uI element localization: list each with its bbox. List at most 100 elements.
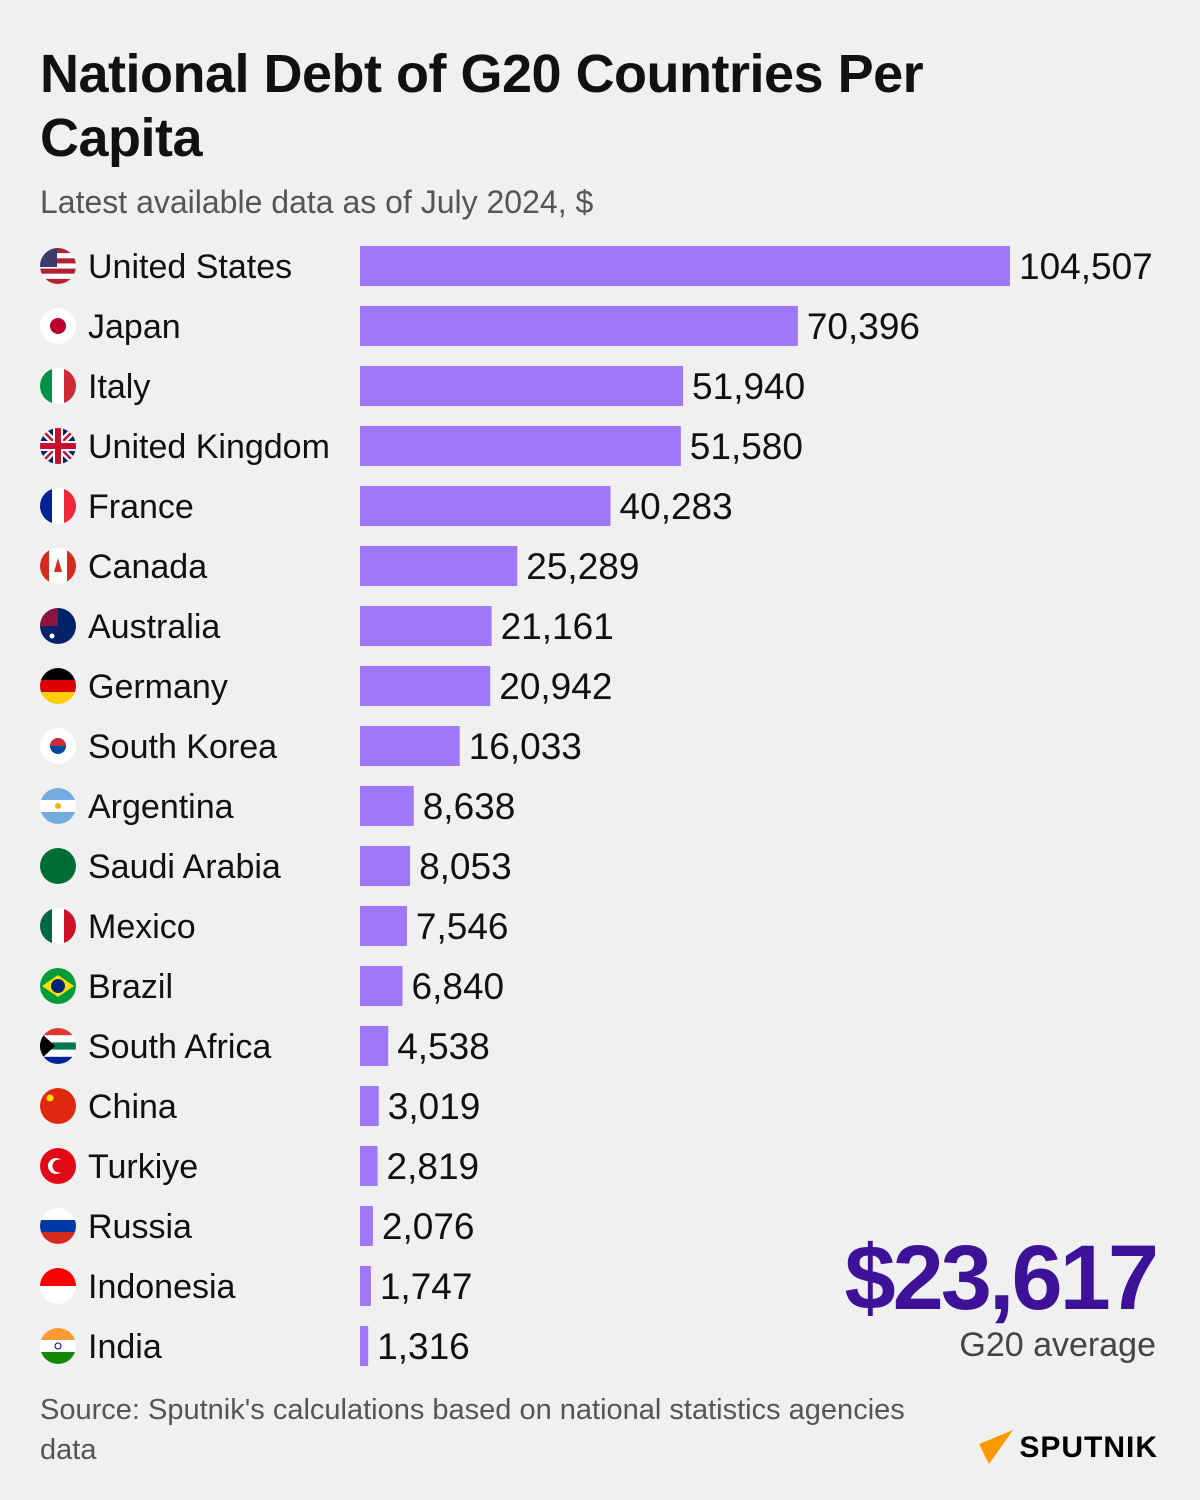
bar-row: Russia 2,076 (40, 1206, 475, 1247)
bar-row: Canada 25,289 (40, 546, 639, 587)
value-label: 16,033 (469, 726, 582, 767)
average-callout: $23,617 G20 average (844, 1226, 1159, 1365)
bar-row: South Korea 16,033 (40, 726, 582, 767)
flag-us-icon (40, 248, 76, 284)
value-label: 8,053 (419, 846, 512, 887)
bar (360, 246, 1010, 286)
value-label: 8,638 (423, 786, 516, 827)
value-label: 2,819 (387, 1146, 480, 1187)
bar (360, 786, 414, 826)
bar-row: Mexico 7,546 (40, 906, 509, 947)
flag-france-icon (40, 488, 76, 524)
chart-subtitle: Latest available data as of July 2024, $ (40, 184, 594, 220)
flag-italy-icon (40, 368, 76, 404)
category-label: Russia (88, 1208, 192, 1246)
category-label: Argentina (88, 788, 234, 826)
average-value: $23,617 (844, 1227, 1159, 1329)
chart-title: National Debt of G20 Countries Per Capit… (40, 44, 924, 168)
category-label: Saudi Arabia (88, 848, 281, 886)
bar (360, 1266, 371, 1306)
flag-south-korea-icon (40, 728, 76, 764)
category-label: Germany (88, 668, 228, 706)
bar (360, 1326, 369, 1366)
bar (360, 1026, 389, 1066)
category-label: Australia (88, 608, 220, 646)
bar-row: Saudi Arabia 8,053 (40, 846, 512, 887)
category-label: France (88, 488, 194, 526)
value-label: 104,507 (1019, 246, 1153, 287)
bar-row: South Africa 4,538 (40, 1026, 490, 1067)
bar (360, 306, 798, 346)
bar-row: Indonesia 1,747 (40, 1266, 472, 1307)
flag-canada-icon (40, 548, 76, 584)
category-label: United States (88, 248, 292, 286)
bar (360, 966, 403, 1006)
bar (360, 726, 460, 766)
flag-mexico-icon (40, 908, 76, 944)
value-label: 1,747 (380, 1266, 473, 1307)
flag-brazil-icon (40, 968, 76, 1004)
value-label: 1,316 (377, 1326, 470, 1367)
category-label: South Korea (88, 728, 277, 766)
category-label: Indonesia (88, 1268, 236, 1306)
bar-row: Brazil 6,840 (40, 966, 504, 1007)
flag-indonesia-icon (40, 1268, 76, 1304)
bar (360, 426, 681, 466)
category-label: Brazil (88, 968, 173, 1006)
bar (360, 1146, 378, 1186)
bar (360, 546, 518, 586)
category-label: China (88, 1088, 177, 1126)
sputnik-logo: SPUTNIK (979, 1430, 1158, 1466)
bar (360, 1086, 379, 1126)
flag-australia-icon (40, 608, 76, 644)
value-label: 7,546 (416, 906, 509, 947)
value-label: 25,289 (526, 546, 639, 587)
value-label: 6,840 (412, 966, 505, 1007)
flag-china-icon (40, 1088, 76, 1124)
bar-row: China 3,019 (40, 1086, 480, 1127)
bar-row: United States 104,507 (40, 246, 1153, 287)
bar (360, 366, 684, 406)
flag-japan-icon (40, 308, 76, 344)
value-label: 3,019 (388, 1086, 481, 1127)
flag-argentina-icon (40, 788, 76, 824)
flag-turkiye-icon (40, 1148, 76, 1184)
source-note: Source: Sputnik's calculations based on … (40, 1394, 905, 1466)
bar (360, 906, 407, 946)
sputnik-logo-icon (979, 1430, 1014, 1464)
value-label: 70,396 (807, 306, 920, 347)
bar-row: India 1,316 (40, 1326, 470, 1367)
value-label: 20,942 (499, 666, 612, 707)
bar (360, 846, 411, 886)
flag-germany-icon (40, 668, 76, 704)
flag-saudi-arabia-icon (40, 848, 76, 884)
category-label: Japan (88, 308, 181, 346)
flag-india-icon (40, 1328, 76, 1364)
value-label: 40,283 (620, 486, 733, 527)
flag-south-africa-icon (40, 1028, 76, 1064)
logo-text: SPUTNIK (1019, 1431, 1158, 1464)
bar-row: Australia 21,161 (40, 606, 614, 647)
category-label: Canada (88, 548, 207, 586)
category-label: Turkiye (88, 1148, 198, 1186)
value-label: 51,580 (690, 426, 803, 467)
flag-uk-icon (40, 428, 76, 464)
flag-russia-icon (40, 1208, 76, 1244)
bar (360, 486, 611, 526)
value-label: 21,161 (501, 606, 614, 647)
bar-row: Italy 51,940 (40, 366, 805, 407)
bar-row: Argentina 8,638 (40, 786, 515, 827)
bar-row: Turkiye 2,819 (40, 1146, 479, 1187)
bar (360, 1206, 373, 1246)
bar-row: France 40,283 (40, 486, 733, 527)
category-label: Mexico (88, 908, 196, 946)
value-label: 2,076 (382, 1206, 475, 1247)
value-label: 51,940 (692, 366, 805, 407)
category-label: United Kingdom (88, 428, 330, 466)
bar-row: United Kingdom 51,580 (40, 426, 803, 467)
category-label: Italy (88, 368, 150, 406)
bar-row: Japan 70,396 (40, 306, 920, 347)
bar (360, 606, 492, 646)
bar-row: Germany 20,942 (40, 666, 612, 707)
bar (360, 666, 491, 706)
